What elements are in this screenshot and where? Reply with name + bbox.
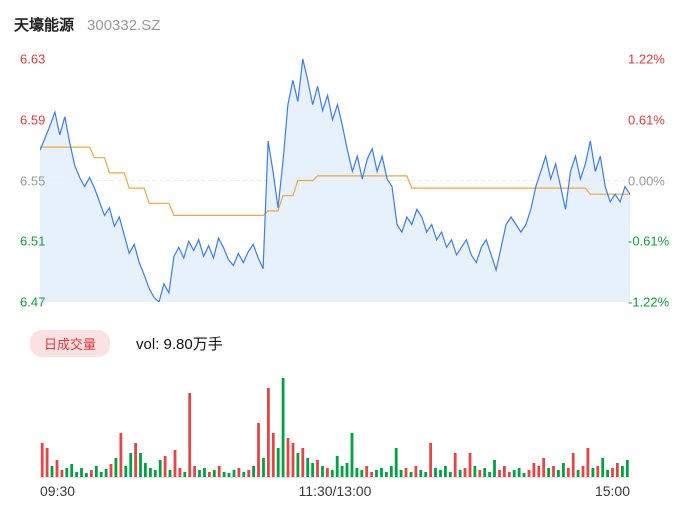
price-chart-canvas[interactable] [40, 59, 630, 302]
stock-code: 300332.SZ [87, 17, 161, 34]
time-axis: 09:30 11:30/13:00 15:00 [40, 483, 630, 501]
time-label-end: 15:00 [594, 483, 630, 499]
percent-axis-label: -1.22% [628, 294, 670, 310]
time-label-start: 09:30 [40, 483, 76, 499]
price-axis-label: 6.59 [20, 112, 46, 128]
percent-axis-label: 0.61% [628, 112, 665, 128]
volume-legend: 日成交量 vol: 9.80万手 [30, 330, 223, 357]
price-axis-label: 6.51 [20, 233, 46, 249]
percent-axis-label: 1.22% [628, 51, 665, 67]
volume-badge[interactable]: 日成交量 [30, 330, 111, 357]
stock-name: 天壕能源 [14, 17, 75, 34]
price-axis-label: 6.55 [20, 173, 46, 188]
price-axis-label: 6.63 [20, 51, 46, 67]
percent-axis-label: 0.00% [628, 173, 665, 188]
price-axis-label: 6.47 [20, 294, 46, 310]
percent-axis-label: -0.61% [628, 233, 670, 249]
volume-value: vol: 9.80万手 [136, 336, 223, 353]
header: 天壕能源 300332.SZ [14, 14, 160, 35]
volume-chart-canvas[interactable] [40, 376, 630, 478]
time-label-mid: 11:30/13:00 [298, 483, 372, 499]
